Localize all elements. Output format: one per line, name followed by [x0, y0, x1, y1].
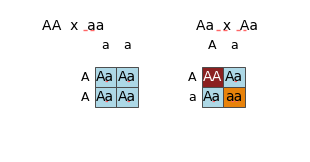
Text: AA: AA [203, 70, 222, 84]
Bar [95, 67, 116, 87]
Text: Aa: Aa [225, 70, 243, 84]
Bar [202, 87, 223, 107]
Text: Aa: Aa [96, 90, 114, 104]
Text: a: a [230, 39, 238, 52]
Text: Aa  x  Aa: Aa x Aa [196, 19, 258, 33]
Text: A: A [81, 91, 90, 104]
Text: Aa: Aa [118, 70, 136, 84]
Text: a: a [102, 39, 109, 52]
Text: A: A [188, 71, 197, 84]
Text: a: a [123, 39, 131, 52]
Text: Aa: Aa [118, 90, 136, 104]
Text: A: A [208, 39, 217, 52]
Text: a: a [188, 91, 196, 104]
Bar [116, 87, 138, 107]
Text: A: A [81, 71, 90, 84]
Text: AA  x  aa: AA x aa [42, 19, 104, 33]
Bar [95, 87, 116, 107]
Text: Aa: Aa [96, 70, 114, 84]
Bar [202, 67, 223, 87]
Bar [223, 87, 245, 107]
Text: aa: aa [225, 90, 243, 104]
Text: Aa: Aa [203, 90, 221, 104]
Bar [223, 67, 245, 87]
Bar [116, 67, 138, 87]
